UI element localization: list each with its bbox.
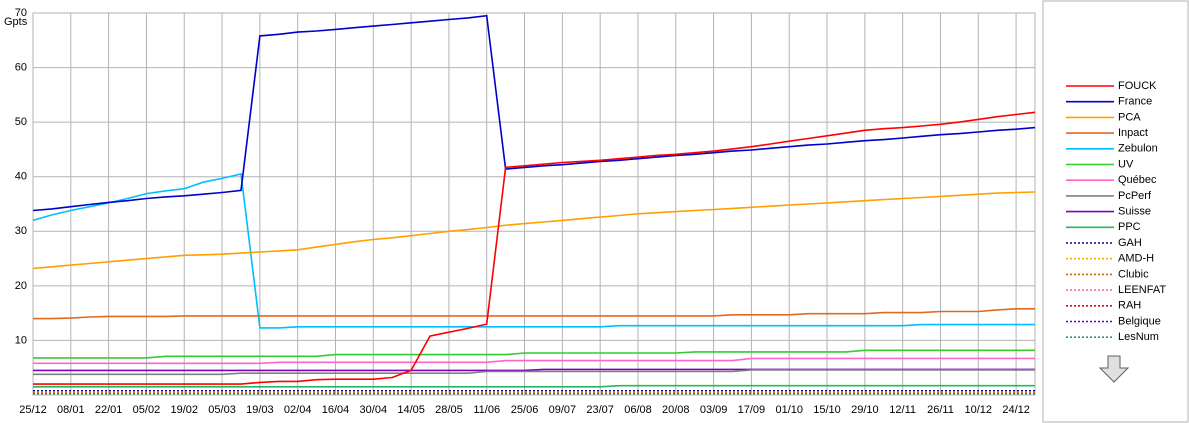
y-tick-label: 50 (15, 116, 27, 128)
legend-label: Zebulon (1118, 143, 1158, 155)
x-tick-label: 19/03 (246, 404, 274, 416)
x-tick-label: 26/11 (927, 404, 954, 416)
x-tick-label: 25/12 (19, 404, 47, 416)
x-tick-label: 20/08 (662, 404, 690, 416)
series-line (33, 349, 1035, 359)
y-tick-label: 20 (15, 280, 27, 292)
y-axis-label: Gpts (4, 16, 28, 28)
x-tick-label: 28/05 (435, 404, 463, 416)
x-tick-label: 24/12 (1002, 404, 1030, 416)
series-line (33, 369, 1035, 376)
y-tick-label: 70 (15, 7, 27, 19)
legend-label: RAH (1118, 300, 1141, 312)
x-tick-label: 01/10 (775, 404, 803, 416)
legend-label: GAH (1118, 237, 1142, 249)
legend-label: Clubic (1118, 268, 1149, 280)
plot-frame (32, 12, 1036, 396)
x-tick-label: 25/06 (511, 404, 539, 416)
legend-label: AMD-H (1118, 253, 1154, 265)
x-tick-label: 11/06 (473, 404, 500, 416)
legend-label: Québec (1118, 174, 1157, 186)
series-line (32, 173, 1035, 329)
legend-label: PCA (1118, 111, 1141, 123)
legend-label: PcPerf (1118, 190, 1152, 202)
series-line (33, 111, 1036, 385)
x-tick-label: 15/10 (813, 404, 841, 416)
x-tick-label: 02/04 (284, 404, 312, 416)
legend-label: LesNum (1118, 331, 1159, 343)
x-tick-label: 16/04 (322, 404, 350, 416)
legend-label: PPC (1118, 221, 1141, 233)
x-tick-label: 08/01 (57, 404, 85, 416)
y-tick-label: 40 (15, 171, 27, 183)
x-tick-label: 14/05 (397, 404, 425, 416)
x-tick-label: 30/04 (360, 404, 388, 416)
legend-label: UV (1118, 158, 1134, 170)
y-tick-label: 60 (15, 61, 27, 73)
x-tick-label: 12/11 (889, 404, 916, 416)
y-tick-label: 10 (15, 334, 27, 346)
series-line (32, 191, 1036, 270)
x-tick-label: 22/01 (95, 404, 123, 416)
legend-label: FOUCK (1118, 80, 1157, 92)
x-tick-label: 05/02 (133, 404, 161, 416)
legend-label: Inpact (1118, 127, 1148, 139)
x-tick-label: 03/09 (700, 404, 728, 416)
x-tick-label: 29/10 (851, 404, 879, 416)
scroll-arrow[interactable] (1098, 355, 1130, 383)
legend-label: Belgique (1118, 315, 1161, 327)
x-tick-label: 09/07 (549, 404, 577, 416)
legend-label: France (1118, 96, 1152, 108)
y-tick-label: 30 (15, 225, 27, 237)
x-tick-label: 19/02 (170, 404, 198, 416)
series-line (33, 384, 1035, 388)
series-line (33, 357, 1035, 365)
x-tick-label: 05/03 (208, 404, 236, 416)
legend-label: Suisse (1118, 206, 1151, 218)
legend-label: LEENFAT (1118, 284, 1166, 296)
x-tick-label: 10/12 (965, 404, 993, 416)
series-line (32, 14, 1036, 212)
x-tick-label: 17/09 (738, 404, 766, 416)
x-tick-label: 06/08 (624, 404, 652, 416)
series-line (33, 308, 1035, 320)
x-tick-label: 23/07 (586, 404, 614, 416)
